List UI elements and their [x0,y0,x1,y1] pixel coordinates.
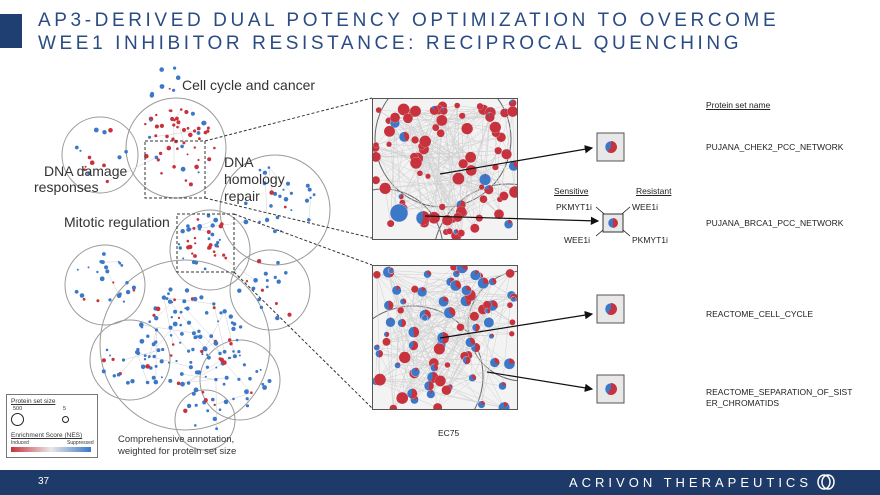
cluster-mitotic [169,209,251,291]
label-dna-homology-line3: repair [224,188,260,204]
legend-circle-large [11,413,24,426]
protein-set-chek2: PUJANA_CHEK2_PCC_NETWORK [706,142,844,152]
caption-line1: Comprehensive annotation, [118,434,235,445]
legend-box: Protein set size 500 5 Enrichment Score … [6,394,98,458]
cluster-homology [219,154,331,266]
arrow-brca1 [424,215,600,225]
label-dna-damage-line2: responses [34,179,99,195]
title-accent-bar [0,14,22,48]
ec75-label: EC75 [438,428,460,438]
arrow-separation [486,371,594,392]
label-dna-damage: DNA damage responses [34,163,128,195]
protein-set-header: Protein set name [706,100,771,110]
title-line-1: AP3-DERIVED DUAL POTENCY OPTIMIZATION TO… [38,10,780,31]
cluster-lower-left [89,319,171,401]
arrow-chek2 [439,145,594,175]
sensitive-header: Sensitive [554,186,589,196]
zoom-box-bottom [176,213,235,273]
caption: Comprehensive annotation, weighted for p… [118,434,236,458]
network-graph [61,66,373,451]
label-dna-damage-line1: DNA damage [44,163,128,179]
footer-bar: 37 ACRIVON THERAPEUTICS [0,470,880,495]
caption-line2: weighted for protein set size [118,446,237,457]
legend-nes-title: Enrichment Score (NES) [11,432,83,439]
arrow-layer [424,132,631,404]
protein-set-cell-cycle: REACTOME_CELL_CYCLE [706,309,814,319]
quench-right-top: WEE1i [632,202,658,212]
legend-nes-induced: Induced [11,440,29,446]
label-dna-homology: DNA homology repair [224,154,285,205]
slide-title: AP3-DERIVED DUAL POTENCY OPTIMIZATION TO… [38,9,858,55]
cluster-core [99,259,271,431]
cluster-dna-damage [61,116,139,194]
legend-nes-gradient [11,447,91,452]
page-number: 37 [38,476,50,487]
legend-size-small: 5 [63,406,67,412]
legend-size-large: 500 [13,406,23,412]
protein-set-separation-line1: REACTOME_SEPARATION_OF_SIST [706,387,853,397]
legend-size-title: Protein set size [11,398,56,405]
zoom-panel-bottom-graph [373,266,517,409]
zoom-box-top [144,140,206,199]
zoom-panel-top-graph [373,99,517,239]
label-cell-cycle: Cell cycle and cancer [182,77,316,93]
quench-left-bottom: WEE1i [564,235,590,245]
arrow-cell-cycle [439,310,594,339]
protein-set-separation: REACTOME_SEPARATION_OF_SIST ER_CHROMATID… [706,387,852,409]
brand-logo-icon [817,474,835,490]
cluster-left [64,244,146,326]
zoom-panel-top [372,98,518,240]
resistant-header: Resistant [636,186,672,196]
label-dna-homology-line1: DNA [224,154,254,170]
protein-set-separation-line2: ER_CHROMATIDS [706,398,780,408]
protein-set-brca1: PUJANA_BRCA1_PCC_NETWORK [706,218,844,228]
title-line-2: WEE1 INHIBITOR RESISTANCE: RECIPROCAL QU… [38,33,743,54]
quench-left-top: PKMYT1i [556,202,592,212]
cluster-right [229,249,311,331]
legend-circle-small [62,416,69,423]
label-mitotic: Mitotic regulation [64,214,170,230]
cluster-lower-right [199,339,281,421]
brand-name: ACRIVON THERAPEUTICS [568,475,812,490]
label-dna-homology-line2: homology [224,171,285,187]
quench-right-bottom: PKMYT1i [632,235,668,245]
legend-nes-suppressed: Suppressed [67,440,94,446]
